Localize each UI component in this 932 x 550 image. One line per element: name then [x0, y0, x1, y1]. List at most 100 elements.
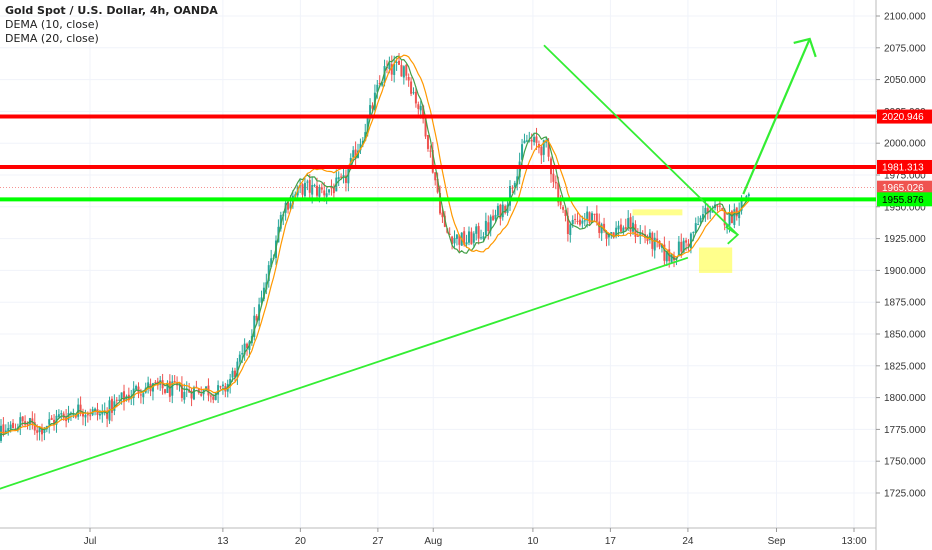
candle — [344, 169, 347, 192]
candle-body — [40, 427, 43, 435]
candle — [40, 423, 43, 442]
candle-body — [603, 223, 606, 231]
candle — [673, 251, 676, 268]
time-axis[interactable]: Jul 13 20 27 Aug 10 17 24 Sep 13:00 — [0, 527, 876, 547]
candle-body — [86, 414, 89, 416]
indicator-dema-10[interactable]: DEMA (10, close) — [5, 18, 99, 31]
price-tick-label: 1800.000 — [884, 393, 926, 404]
candle-body — [701, 214, 704, 220]
candle — [183, 383, 186, 404]
candle-body — [270, 258, 273, 267]
candle-body — [653, 237, 656, 251]
candle-body — [60, 413, 63, 415]
candle-body — [629, 217, 632, 232]
candlestick-series — [0, 52, 750, 443]
candle-body — [381, 82, 384, 86]
candle-body — [562, 206, 565, 210]
candle — [50, 415, 53, 420]
candle — [337, 171, 340, 187]
price-label: 1981.313 — [877, 159, 932, 174]
candle — [325, 187, 328, 205]
candle — [110, 396, 113, 422]
candle-body — [436, 178, 439, 193]
candle-body — [687, 243, 690, 247]
candle-body — [192, 387, 195, 400]
candle-body — [566, 215, 569, 235]
candle — [57, 409, 60, 420]
candle-body — [407, 77, 410, 81]
candle-body — [390, 64, 393, 75]
candle-body — [89, 415, 92, 417]
trend-drawings — [0, 37, 817, 490]
candle — [504, 204, 507, 215]
candle — [600, 222, 603, 241]
time-tick-label: 24 — [682, 536, 694, 547]
candle-body — [533, 136, 536, 143]
candle-body — [241, 352, 244, 355]
candle-body — [610, 232, 613, 235]
candle-body — [591, 213, 594, 223]
candle — [190, 387, 193, 407]
candle — [347, 165, 350, 192]
candle-body — [402, 66, 405, 78]
candle-body — [463, 231, 466, 245]
candle — [279, 211, 282, 232]
candle-body — [663, 244, 666, 261]
candle-body — [328, 189, 331, 193]
candle-body — [617, 225, 620, 230]
horizontal-levels — [0, 114, 876, 202]
candle-body — [279, 214, 282, 229]
candle-body — [154, 382, 157, 384]
candle-body — [125, 396, 128, 401]
candle-body — [316, 185, 319, 196]
candle-body — [94, 408, 97, 411]
candle-body — [219, 386, 222, 388]
candle-body — [359, 143, 362, 151]
candle — [716, 204, 719, 212]
candle — [619, 218, 622, 233]
candle — [4, 424, 7, 434]
candle — [612, 231, 615, 239]
price-axis[interactable]: 2100.0002075.0002050.0002025.0002000.000… — [875, 0, 926, 550]
candle-body — [627, 218, 630, 228]
candle-body — [448, 233, 451, 235]
candle — [489, 214, 492, 237]
price-label-text: 2020.946 — [882, 112, 924, 123]
time-tick-label: 13 — [217, 536, 229, 547]
candle — [434, 172, 437, 186]
candle-body — [480, 237, 483, 239]
candle-body — [313, 185, 316, 187]
candle-body — [166, 383, 169, 393]
indicator-dema-20[interactable]: DEMA (20, close) — [5, 32, 99, 45]
candle — [106, 407, 109, 428]
candle-body — [569, 224, 572, 235]
time-tick-label: 17 — [605, 536, 617, 547]
candle-body — [9, 424, 12, 430]
candle — [569, 221, 572, 243]
candle-body — [521, 144, 524, 160]
price-tick-label: 1750.000 — [884, 457, 926, 468]
price-label-text: 1981.313 — [882, 162, 924, 173]
candle — [14, 423, 17, 431]
candle-body — [738, 210, 741, 219]
candle-body — [108, 400, 111, 421]
candle-body — [393, 63, 396, 75]
candle-body — [323, 190, 326, 196]
candle-body — [730, 211, 733, 224]
candle-body — [82, 411, 85, 417]
price-tick-label: 1725.000 — [884, 489, 926, 500]
candle-body — [494, 214, 497, 220]
candle — [656, 230, 659, 248]
candle — [496, 203, 499, 218]
candle-body — [207, 385, 210, 396]
candle — [458, 234, 461, 252]
candle-body — [400, 64, 403, 77]
candle-body — [209, 395, 212, 397]
dema-20-path — [0, 54, 750, 434]
candle-body — [718, 205, 721, 207]
candle-body — [540, 146, 543, 156]
candle-body — [19, 417, 22, 428]
candle-body — [412, 92, 415, 94]
